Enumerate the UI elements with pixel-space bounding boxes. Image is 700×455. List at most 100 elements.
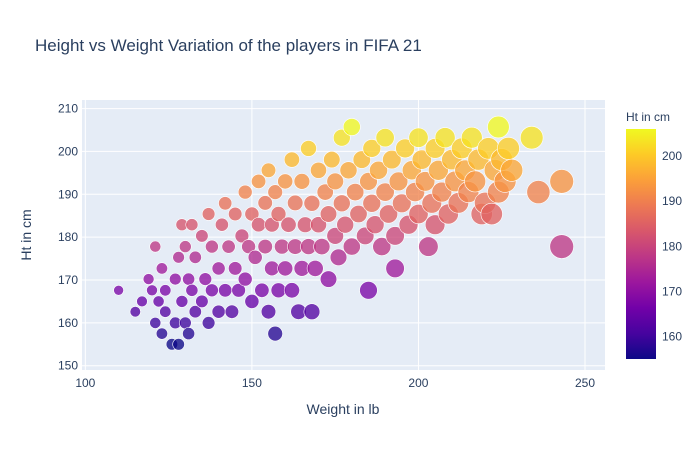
y-axis-label: Ht in cm	[18, 209, 34, 260]
data-point	[195, 294, 209, 309]
data-point	[224, 304, 239, 319]
data-point	[359, 281, 378, 300]
data-point	[303, 303, 321, 321]
data-point	[487, 115, 510, 139]
data-point	[349, 205, 368, 224]
data-point	[277, 260, 294, 277]
data-point	[382, 150, 402, 170]
data-point	[198, 272, 213, 286]
data-point	[270, 206, 287, 222]
data-point	[228, 261, 243, 276]
data-point	[270, 282, 287, 299]
data-point	[214, 217, 229, 232]
data-point	[234, 228, 250, 244]
data-point	[369, 160, 388, 180]
data-point	[329, 248, 348, 266]
data-point	[434, 127, 456, 149]
data-point	[306, 259, 324, 277]
data-point	[218, 196, 233, 211]
y-tick-label: 160	[58, 316, 78, 330]
data-point	[300, 140, 317, 157]
data-point	[342, 118, 361, 136]
data-point	[247, 249, 263, 265]
data-point	[201, 316, 216, 330]
data-point	[260, 304, 277, 320]
chart-title: Height vs Weight Variation of the player…	[35, 36, 422, 55]
data-point	[169, 272, 182, 286]
data-point	[182, 327, 195, 340]
data-point	[342, 237, 361, 256]
data-point	[152, 295, 165, 308]
data-point	[172, 251, 185, 264]
data-point	[464, 170, 487, 193]
x-tick-label: 200	[408, 376, 428, 390]
data-point	[375, 128, 395, 148]
y-tick-label: 190	[58, 187, 78, 201]
data-point	[221, 239, 236, 254]
data-point	[519, 125, 544, 150]
data-point	[142, 273, 155, 285]
data-point	[205, 239, 219, 254]
colorbar-ticks: 160 170 180 190 200	[662, 149, 682, 343]
data-point	[251, 173, 267, 189]
data-point	[415, 171, 436, 192]
data-point	[346, 183, 365, 202]
data-point	[155, 262, 168, 275]
data-point	[201, 207, 216, 221]
data-point	[231, 283, 246, 298]
colorbar-tick-label: 200	[662, 149, 682, 163]
data-point	[267, 184, 283, 200]
y-tick-label: 200	[58, 144, 78, 158]
colorbar-tick-label: 190	[662, 194, 682, 208]
data-point	[149, 316, 162, 329]
data-point	[244, 206, 260, 222]
data-point	[211, 261, 226, 276]
data-point	[211, 304, 226, 319]
data-point	[362, 194, 382, 213]
colorbar-tick-label: 170	[662, 284, 682, 298]
y-tick-label: 210	[58, 102, 78, 116]
data-point	[336, 215, 355, 234]
data-point	[319, 205, 338, 223]
data-point	[228, 206, 243, 222]
data-point	[264, 260, 280, 277]
data-point	[283, 151, 300, 168]
data-point	[411, 149, 432, 170]
data-point	[205, 283, 219, 298]
data-point	[378, 204, 398, 224]
data-point	[385, 258, 405, 279]
data-point	[339, 161, 358, 180]
data-point	[267, 325, 283, 342]
data-point	[195, 229, 209, 243]
data-point	[408, 204, 429, 225]
data-point	[408, 127, 429, 148]
data-point	[392, 193, 412, 214]
data-point	[113, 284, 124, 296]
data-point	[526, 180, 551, 205]
data-point	[480, 202, 503, 226]
data-point	[549, 234, 574, 259]
data-point	[500, 158, 524, 182]
data-point	[179, 316, 192, 330]
data-point	[287, 194, 304, 211]
data-point	[185, 283, 199, 297]
data-points	[113, 115, 574, 351]
data-point	[257, 195, 273, 211]
data-point	[129, 306, 141, 318]
data-point	[188, 250, 202, 264]
data-point	[179, 240, 192, 253]
data-point	[159, 305, 172, 318]
data-point	[365, 215, 385, 234]
data-point	[418, 236, 439, 257]
data-point	[326, 227, 344, 245]
data-point	[310, 216, 327, 234]
x-axis-label: Weight in lb	[307, 401, 380, 417]
colorbar-tick-label: 160	[662, 329, 682, 343]
data-point	[241, 239, 256, 254]
colorbar-title: Ht in cm	[626, 110, 670, 124]
y-axis-ticks: 150 160 170 180 190 200 210	[58, 102, 78, 373]
data-point	[244, 293, 260, 309]
data-point	[460, 126, 483, 149]
data-point	[332, 194, 351, 213]
